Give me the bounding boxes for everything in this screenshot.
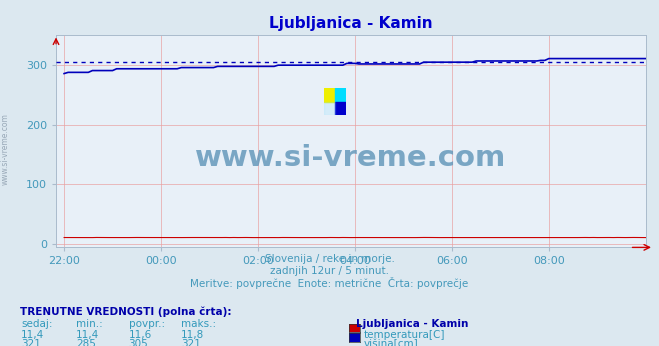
Text: 11,4: 11,4 [76,330,99,340]
Text: zadnjih 12ur / 5 minut.: zadnjih 12ur / 5 minut. [270,266,389,276]
Text: 11,4: 11,4 [21,330,44,340]
Text: 11,6: 11,6 [129,330,152,340]
Text: www.si-vreme.com: www.si-vreme.com [1,113,10,185]
Text: sedaj:: sedaj: [21,319,53,329]
Text: povpr.:: povpr.: [129,319,165,329]
Bar [335,88,346,102]
Text: višina[cm]: višina[cm] [364,339,418,346]
Text: www.si-vreme.com: www.si-vreme.com [195,144,507,172]
Text: 11,8: 11,8 [181,330,204,340]
Text: Meritve: povprečne  Enote: metrične  Črta: povprečje: Meritve: povprečne Enote: metrične Črta:… [190,277,469,289]
Text: Ljubljanica - Kamin: Ljubljanica - Kamin [356,319,469,329]
Text: Slovenija / reke in morje.: Slovenija / reke in morje. [264,254,395,264]
Text: maks.:: maks.: [181,319,216,329]
Text: min.:: min.: [76,319,103,329]
Bar [324,102,335,116]
Text: temperatura[C]: temperatura[C] [364,330,445,340]
Bar [324,88,335,102]
Text: 321: 321 [21,339,41,346]
Text: 305: 305 [129,339,148,346]
Bar [335,102,346,116]
Title: Ljubljanica - Kamin: Ljubljanica - Kamin [269,16,433,31]
Text: 285: 285 [76,339,96,346]
Text: TRENUTNE VREDNOSTI (polna črta):: TRENUTNE VREDNOSTI (polna črta): [20,306,231,317]
Text: 321: 321 [181,339,201,346]
